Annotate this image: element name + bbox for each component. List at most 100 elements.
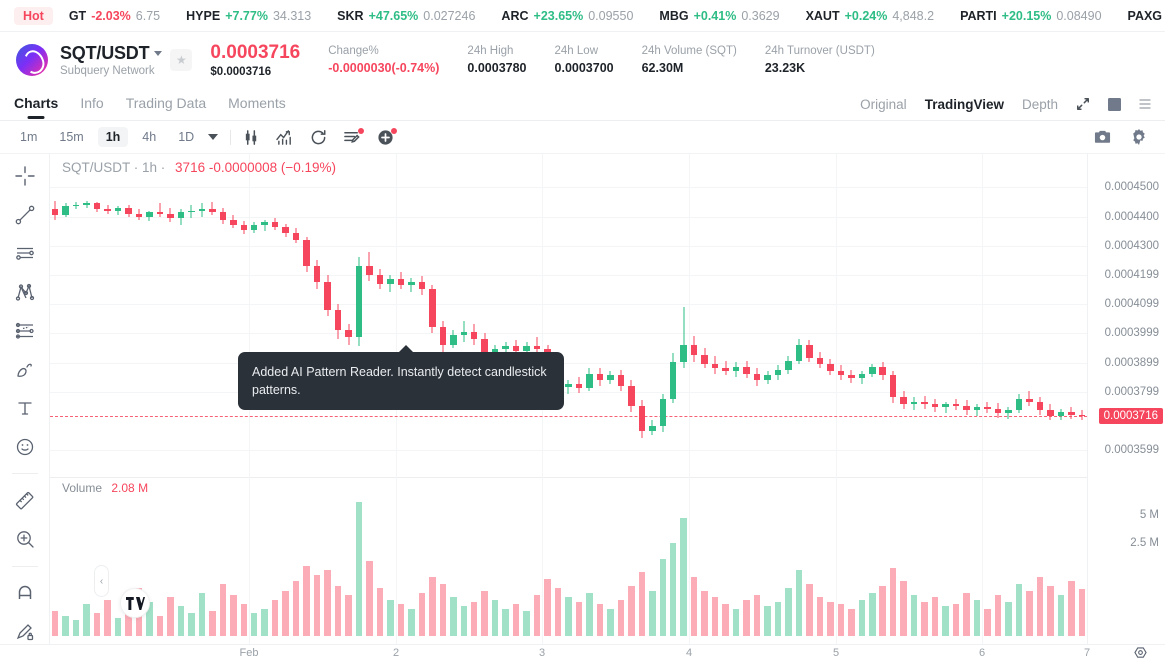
tradingview-logo-badge[interactable] xyxy=(120,588,150,618)
zigzag-pattern-tool-icon[interactable] xyxy=(12,280,38,305)
timeframe-1D[interactable]: 1D xyxy=(178,130,195,144)
price-tick: 0.0003899 xyxy=(1104,356,1159,369)
ticker-item[interactable]: XAUT +0.24% 4,848.2 xyxy=(806,9,935,23)
candle xyxy=(837,154,845,644)
volume-bar xyxy=(617,599,625,636)
fibonacci-tool-icon[interactable] xyxy=(12,319,38,344)
candle-body xyxy=(1015,398,1023,411)
candle-body xyxy=(973,407,981,411)
candle-body xyxy=(1036,401,1044,411)
timeframe-dropdown-icon[interactable] xyxy=(208,134,219,140)
ticker-item[interactable]: SKR +47.65% 0.027246 xyxy=(337,9,475,23)
chart-settings-gear-icon[interactable] xyxy=(1131,129,1147,145)
tab-original[interactable]: Original xyxy=(860,96,907,112)
tab-depth[interactable]: Depth xyxy=(1021,96,1058,112)
stat-change-label: Change% xyxy=(328,45,379,57)
tab-charts[interactable]: Charts xyxy=(14,95,59,111)
candle xyxy=(690,154,698,644)
emoji-tool-icon[interactable] xyxy=(12,435,38,460)
time-axis[interactable]: Feb 2 3 4 5 6 7 xyxy=(0,644,1165,662)
refresh-icon[interactable] xyxy=(310,129,327,146)
candle-body xyxy=(607,375,614,380)
zoom-in-icon[interactable] xyxy=(12,527,38,552)
candle-body xyxy=(1047,410,1054,417)
volume-bar xyxy=(167,597,174,636)
ticker-item[interactable]: PAXG+0.31%4,890.45 xyxy=(1128,9,1165,23)
candle-body xyxy=(470,331,478,339)
candle xyxy=(408,154,415,644)
volume-bar xyxy=(345,595,352,636)
add-indicator-icon[interactable] xyxy=(377,127,398,146)
eraser-lock-icon[interactable] xyxy=(12,619,38,644)
candle-body xyxy=(167,213,174,219)
candlestick-type-icon[interactable] xyxy=(243,129,260,146)
horizontal-lines-tool-icon[interactable] xyxy=(12,241,38,266)
timeframe-4h[interactable]: 4h xyxy=(142,130,157,144)
stat-change-value: -0.0000030(-0.74%) xyxy=(328,61,440,75)
candle xyxy=(963,154,970,644)
magnet-tool-icon[interactable] xyxy=(12,581,38,606)
tab-trading-data[interactable]: Trading Data xyxy=(125,95,207,111)
pair-selector[interactable]: SQT/USDT Subquery Network xyxy=(60,43,163,77)
candle xyxy=(282,154,289,644)
more-menu-icon[interactable] xyxy=(1139,97,1151,111)
volume-bar xyxy=(659,558,666,636)
toolbar-divider xyxy=(11,473,38,475)
indicators-icon[interactable] xyxy=(276,129,294,146)
ticker-item[interactable]: PARTI +20.15% 0.08490 xyxy=(960,9,1101,23)
layout-single-icon[interactable] xyxy=(1108,97,1121,111)
candle-body xyxy=(345,330,352,338)
chart-plot[interactable]: SQT/USDT · 1h · 3716 -0.0000008 (−0.19%)… xyxy=(50,154,1088,644)
candle-body xyxy=(586,373,593,389)
brush-tool-icon[interactable] xyxy=(12,357,38,382)
volume-bar xyxy=(1047,585,1054,636)
candle-body xyxy=(680,344,687,363)
candle-body xyxy=(649,426,656,431)
price-tick: 0.0004300 xyxy=(1104,239,1159,252)
volume-bar xyxy=(722,604,729,636)
volume-bar xyxy=(649,590,656,636)
ticker-symbol: GT xyxy=(68,8,87,23)
gridline xyxy=(50,275,1087,277)
ticker-item[interactable]: MBG +0.41% 0.3629 xyxy=(659,9,779,23)
tab-info[interactable]: Info xyxy=(80,95,104,111)
volume-bar xyxy=(575,601,583,636)
ai-pattern-reader-icon[interactable] xyxy=(343,127,365,146)
volume-bar xyxy=(701,590,708,636)
candle-body xyxy=(533,346,541,350)
market-ticker-bar[interactable]: Hot GT -2.03% 6.75 HYPE +7.77% 34.313 SKR +47.6… xyxy=(0,0,1165,32)
ticker-symbol: PAXG xyxy=(1127,8,1163,23)
candle xyxy=(450,154,457,644)
screenshot-camera-icon[interactable] xyxy=(1094,129,1111,145)
candle-body xyxy=(51,209,59,216)
volume-bar xyxy=(125,608,132,636)
stat-24h-high-value: 0.0003780 xyxy=(467,61,527,75)
trend-line-tool-icon[interactable] xyxy=(12,203,38,228)
favorite-star-icon[interactable]: ★ xyxy=(170,49,193,71)
candle xyxy=(376,154,384,644)
candle xyxy=(251,154,258,644)
crosshair-tool-icon[interactable] xyxy=(12,164,38,189)
chart-settings-corner-icon[interactable] xyxy=(1134,646,1147,662)
timeframe-1h[interactable]: 1h xyxy=(97,127,129,147)
ticker-price: 34.313 xyxy=(272,8,312,23)
price-axis[interactable]: 0.0004500 0.0004400 0.0004300 0.0004199 0.00… xyxy=(1087,154,1165,644)
tab-tradingview[interactable]: TradingView xyxy=(924,96,1004,112)
volume-bar xyxy=(51,610,59,636)
ticker-item[interactable]: ARC +23.65% 0.09550 xyxy=(501,9,633,23)
text-tool-icon[interactable] xyxy=(12,396,38,421)
candle-body xyxy=(366,266,373,275)
expand-icon[interactable] xyxy=(1076,97,1090,111)
candle xyxy=(900,154,907,644)
gridline xyxy=(50,216,1087,218)
ticker-item[interactable]: GT -2.03% 6.75 xyxy=(69,9,160,23)
measure-ruler-icon[interactable] xyxy=(12,488,38,513)
ticker-item[interactable]: HYPE +7.77% 34.313 xyxy=(186,9,311,23)
chevron-down-icon[interactable] xyxy=(154,51,163,56)
sidebar-collapse-button[interactable]: ‹ xyxy=(94,565,109,597)
timeframe-1m[interactable]: 1m xyxy=(20,130,38,144)
candle xyxy=(617,154,625,644)
timeframe-15m[interactable]: 15m xyxy=(59,130,84,144)
tab-moments[interactable]: Moments xyxy=(228,95,286,111)
ticker-symbol: HYPE xyxy=(186,8,221,23)
